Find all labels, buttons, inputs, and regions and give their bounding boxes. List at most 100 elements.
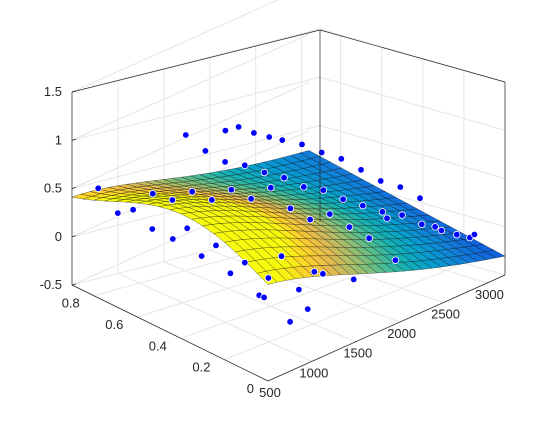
surface-mesh xyxy=(71,150,506,285)
grid-line-z xyxy=(71,0,279,93)
data-point xyxy=(286,318,294,326)
data-point xyxy=(418,220,426,228)
y-tick-label: 0.2 xyxy=(192,360,210,375)
data-point xyxy=(365,234,373,242)
data-point xyxy=(470,230,479,239)
z-tick-label: -0.5 xyxy=(40,277,62,292)
data-point xyxy=(339,195,347,203)
data-point xyxy=(197,252,206,260)
z-tick-label: 1.5 xyxy=(44,84,62,99)
grid-line-z xyxy=(71,125,321,189)
grid-line-z xyxy=(319,76,506,131)
data-point xyxy=(378,208,387,216)
data-point xyxy=(391,256,400,264)
data-point xyxy=(234,123,243,131)
data-point xyxy=(182,131,190,139)
data-point xyxy=(304,305,312,313)
z-tick xyxy=(71,90,77,93)
data-point xyxy=(260,293,268,302)
data-point xyxy=(188,187,196,196)
data-point xyxy=(300,183,308,191)
surface-patch xyxy=(484,250,506,259)
data-point xyxy=(431,223,439,231)
data-point xyxy=(265,133,273,141)
data-point xyxy=(226,269,235,277)
data-point xyxy=(260,168,269,177)
data-point xyxy=(318,148,326,157)
data-point xyxy=(168,196,177,204)
data-point xyxy=(326,210,334,218)
z-tick-label: 1 xyxy=(55,132,62,147)
data-point xyxy=(286,204,295,213)
data-point xyxy=(416,194,424,202)
data-point xyxy=(310,268,318,276)
data-point xyxy=(350,275,358,284)
x-tick-label: 2000 xyxy=(387,326,416,341)
data-point xyxy=(359,201,367,210)
grid-line-z xyxy=(319,125,506,179)
z-tick xyxy=(71,283,77,286)
data-point xyxy=(221,158,229,166)
x-tick-label: 2500 xyxy=(431,306,460,321)
y-tick-label: 0.6 xyxy=(105,317,123,332)
grid-line-z xyxy=(71,76,321,141)
y-tick-label: 0.8 xyxy=(62,296,80,311)
data-point xyxy=(114,209,122,217)
data-point xyxy=(208,196,216,204)
data-point xyxy=(201,147,210,155)
z-tick-label: 0.5 xyxy=(44,181,62,196)
data-point xyxy=(357,166,365,174)
data-point xyxy=(227,185,236,194)
data-point xyxy=(453,230,461,239)
z-tick xyxy=(71,138,77,141)
data-point xyxy=(345,223,354,231)
grid-line-z xyxy=(71,82,310,189)
data-point xyxy=(319,186,328,194)
data-point xyxy=(377,177,385,185)
box-edge xyxy=(71,29,321,93)
x-tick-label: 1500 xyxy=(343,346,372,361)
data-point xyxy=(295,285,303,294)
data-point xyxy=(306,215,314,224)
data-point xyxy=(398,211,406,219)
data-point xyxy=(396,183,404,191)
grid-line-x xyxy=(163,261,356,343)
x-tick-label: 500 xyxy=(259,385,281,400)
data-point xyxy=(169,235,177,243)
axis-x xyxy=(267,274,506,382)
data-point xyxy=(319,270,327,278)
y-tick-label: 0.4 xyxy=(149,338,167,353)
data-point xyxy=(149,189,157,198)
grid-line-y xyxy=(224,262,465,361)
axis-y xyxy=(71,284,269,382)
data-point xyxy=(298,140,306,149)
y-tick-label: 0 xyxy=(247,381,254,396)
data-point xyxy=(383,214,391,222)
data-point xyxy=(241,258,249,267)
data-point xyxy=(437,226,446,235)
data-point xyxy=(129,205,137,214)
z-tick-label: 0 xyxy=(55,229,62,244)
box-edge xyxy=(319,29,506,83)
data-point xyxy=(212,241,220,250)
grid-line-z xyxy=(71,33,310,141)
tick-labels: -0.5 0 0.5 1 1.5 500 1000 1500 2000 2500 3000 0 0.2 0… xyxy=(40,84,504,400)
data-point xyxy=(250,129,258,137)
z-tick xyxy=(71,187,77,189)
data-point xyxy=(280,173,288,182)
z-tick xyxy=(71,235,77,238)
data-point xyxy=(94,184,102,192)
data-point xyxy=(264,274,273,282)
data-point xyxy=(278,136,286,144)
data-point xyxy=(247,195,255,203)
data-point xyxy=(241,161,249,169)
data-point xyxy=(221,126,230,135)
data-point xyxy=(183,224,191,232)
data-point xyxy=(267,183,275,192)
data-point xyxy=(277,252,286,260)
data-point xyxy=(337,155,345,163)
data-point xyxy=(148,225,156,233)
x-tick-label: 3000 xyxy=(475,287,504,302)
